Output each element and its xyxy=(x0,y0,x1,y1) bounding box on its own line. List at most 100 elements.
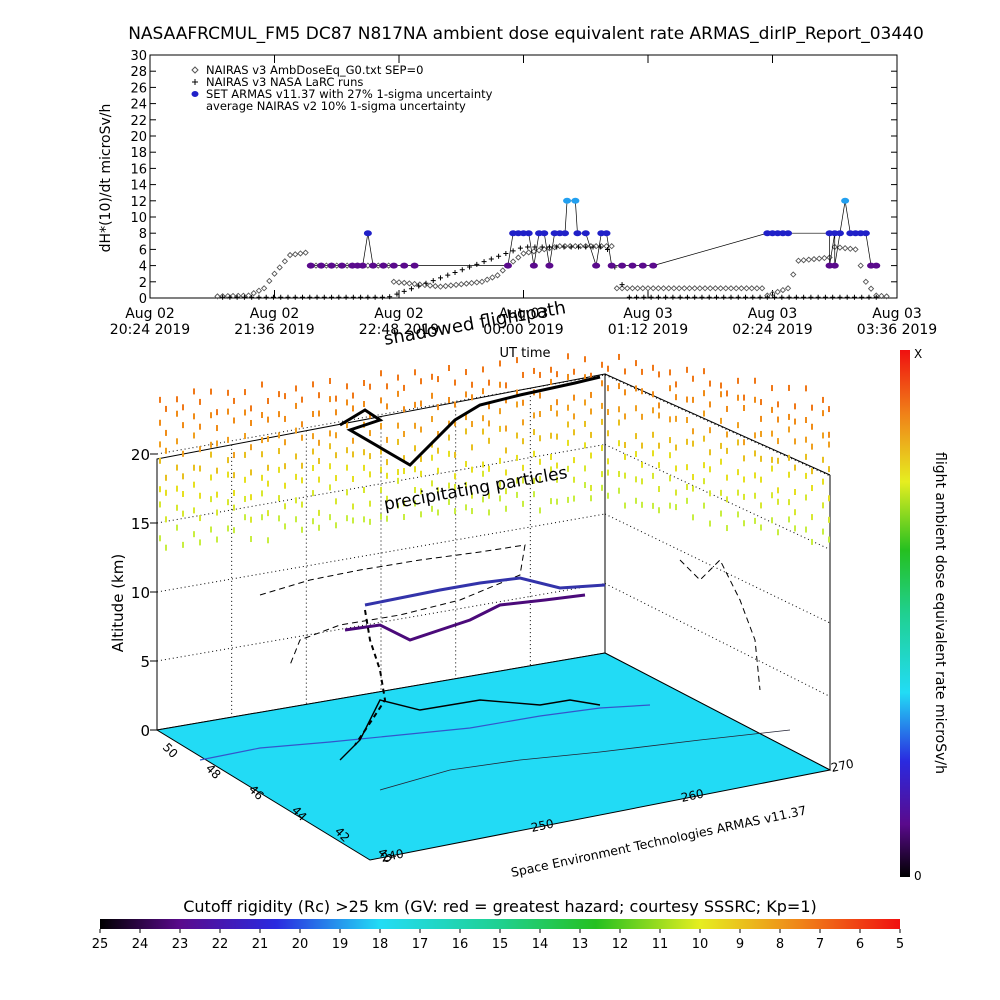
projection-dashed-1 xyxy=(259,544,526,666)
nairas-v3-point xyxy=(629,285,636,292)
altitude-axis-ticks: 0 5 10 15 20 xyxy=(131,446,157,740)
nairas-v3-point xyxy=(816,255,823,262)
nairas-v3-point xyxy=(753,285,761,292)
nairas-v3-point xyxy=(790,271,797,278)
nairas-larc-point xyxy=(750,294,756,300)
rigidity-gradient xyxy=(100,919,900,929)
nairas-v3-point xyxy=(520,250,527,257)
y-tick-label: 20 xyxy=(130,130,147,145)
legend-label: average NAIRAS v2 10% 1-sigma uncertaint… xyxy=(206,99,466,113)
altitude-tick-label: 0 xyxy=(140,722,150,740)
nairas-larc-point xyxy=(597,244,603,250)
x-axis-label: UT time xyxy=(500,346,551,361)
nairas-v3-point xyxy=(442,282,449,290)
y-tick-label: 14 xyxy=(130,179,147,194)
armas-point xyxy=(573,230,582,237)
longitude-tick-label: 270 xyxy=(830,756,855,774)
nairas-v3-point xyxy=(250,290,257,297)
nairas-larc-point xyxy=(227,294,233,300)
nairas-v3-point xyxy=(733,285,740,292)
rigidity-tick-label: 14 xyxy=(532,937,549,952)
nairas-larc-point xyxy=(655,294,661,300)
nairas-v3-point xyxy=(784,285,792,292)
armas-point xyxy=(602,230,611,237)
nairas-v3-point xyxy=(276,264,283,271)
armas-point xyxy=(337,262,346,269)
nairas-v3-point xyxy=(670,285,678,292)
nairas-v3-point xyxy=(748,285,755,292)
nairas-v3-point xyxy=(535,247,543,254)
nairas-larc-point xyxy=(641,294,647,300)
nairas-larc-point xyxy=(772,294,778,300)
nairas-larc-point xyxy=(401,288,407,294)
nairas-larc-point xyxy=(314,294,320,300)
x-tick-label-time: 03:36 2019 xyxy=(857,322,937,338)
nairas-larc-point xyxy=(496,253,502,259)
rigidity-tick-label: 15 xyxy=(492,937,509,952)
nairas-v3-point xyxy=(722,285,729,292)
nairas-v3-point xyxy=(494,272,501,279)
nairas-v3-point xyxy=(292,251,299,258)
armas-point xyxy=(825,262,834,269)
precipitating-particles xyxy=(159,353,830,551)
nairas-v3-point xyxy=(452,281,460,288)
nairas-v3-point xyxy=(458,281,465,288)
altitude-gridlines xyxy=(156,374,831,718)
nairas-v3-point xyxy=(489,274,496,281)
nairas-larc-point xyxy=(830,294,836,300)
nairas-v3-point xyxy=(836,244,844,251)
rigidity-tick-label: 16 xyxy=(452,937,469,952)
nairas-v3-point xyxy=(286,251,294,259)
nairas-larc-point xyxy=(735,294,741,300)
nairas-larc-point xyxy=(365,294,371,300)
nairas-v3-point xyxy=(769,290,776,297)
longitude-tick-label: 240 xyxy=(380,846,405,864)
nairas-v3-point xyxy=(883,293,890,300)
nairas-larc-point xyxy=(663,294,669,300)
armas-point xyxy=(545,262,554,269)
nairas-v3-point xyxy=(758,285,766,292)
rigidity-tick-label: 19 xyxy=(332,937,349,952)
nairas-larc-point xyxy=(459,267,465,273)
nairas-v3-point xyxy=(437,283,444,290)
armas-point xyxy=(317,262,326,269)
ground-map-outlines xyxy=(199,704,651,761)
nairas-v3-point xyxy=(847,245,854,252)
nairas-v3-point xyxy=(432,282,439,290)
nairas-larc-point xyxy=(234,294,240,300)
longitude-axis-ticks: 240 250 260 270 xyxy=(380,756,855,864)
nairas-larc-point xyxy=(648,294,654,300)
armas-point xyxy=(503,262,512,269)
y-tick-label: 0 xyxy=(139,292,147,307)
x-tick-label-time: 21:36 2019 xyxy=(234,322,314,338)
colorbar-top-label: X xyxy=(914,347,922,361)
altitude-gridline-side xyxy=(604,444,831,550)
rigidity-tick-label: 5 xyxy=(896,937,904,952)
rigidity-tick-label: 6 xyxy=(856,937,864,952)
y-tick-label: 4 xyxy=(139,260,147,275)
armas-point xyxy=(389,262,398,269)
figure-title: NASAAFRCMUL_FM5 DC87 N817NA ambient dose… xyxy=(128,24,924,44)
x-tick-label-time: 20:24 2019 xyxy=(110,322,190,338)
nairas-v3-point xyxy=(878,292,885,300)
nairas-larc-point xyxy=(619,282,625,288)
nairas-larc-point xyxy=(851,294,857,300)
nairas-larc-point xyxy=(677,294,683,300)
nairas-v3-point xyxy=(644,285,652,292)
nairas-v3-point xyxy=(509,258,517,265)
nairas-larc-point xyxy=(394,291,400,297)
nairas-larc-point xyxy=(270,294,276,300)
nairas-larc-point xyxy=(452,269,458,275)
altitude-tick-label: 10 xyxy=(131,584,150,602)
ground-map-border xyxy=(379,729,791,791)
nairas-v3-point xyxy=(867,285,875,292)
nairas-larc-point xyxy=(837,294,843,300)
nairas-v3-point xyxy=(696,285,704,292)
nairas-larc-point xyxy=(634,294,640,300)
nairas-v3-point xyxy=(639,285,646,292)
x-tick-label-time: 00:00 2019 xyxy=(483,322,563,338)
nairas-larc-point xyxy=(873,294,879,300)
rigidity-colorbar: Cutoff rigidity (Rc) >25 km (GV: red = g… xyxy=(92,897,904,952)
altitude-axis-label: Altitude (km) xyxy=(109,554,127,652)
